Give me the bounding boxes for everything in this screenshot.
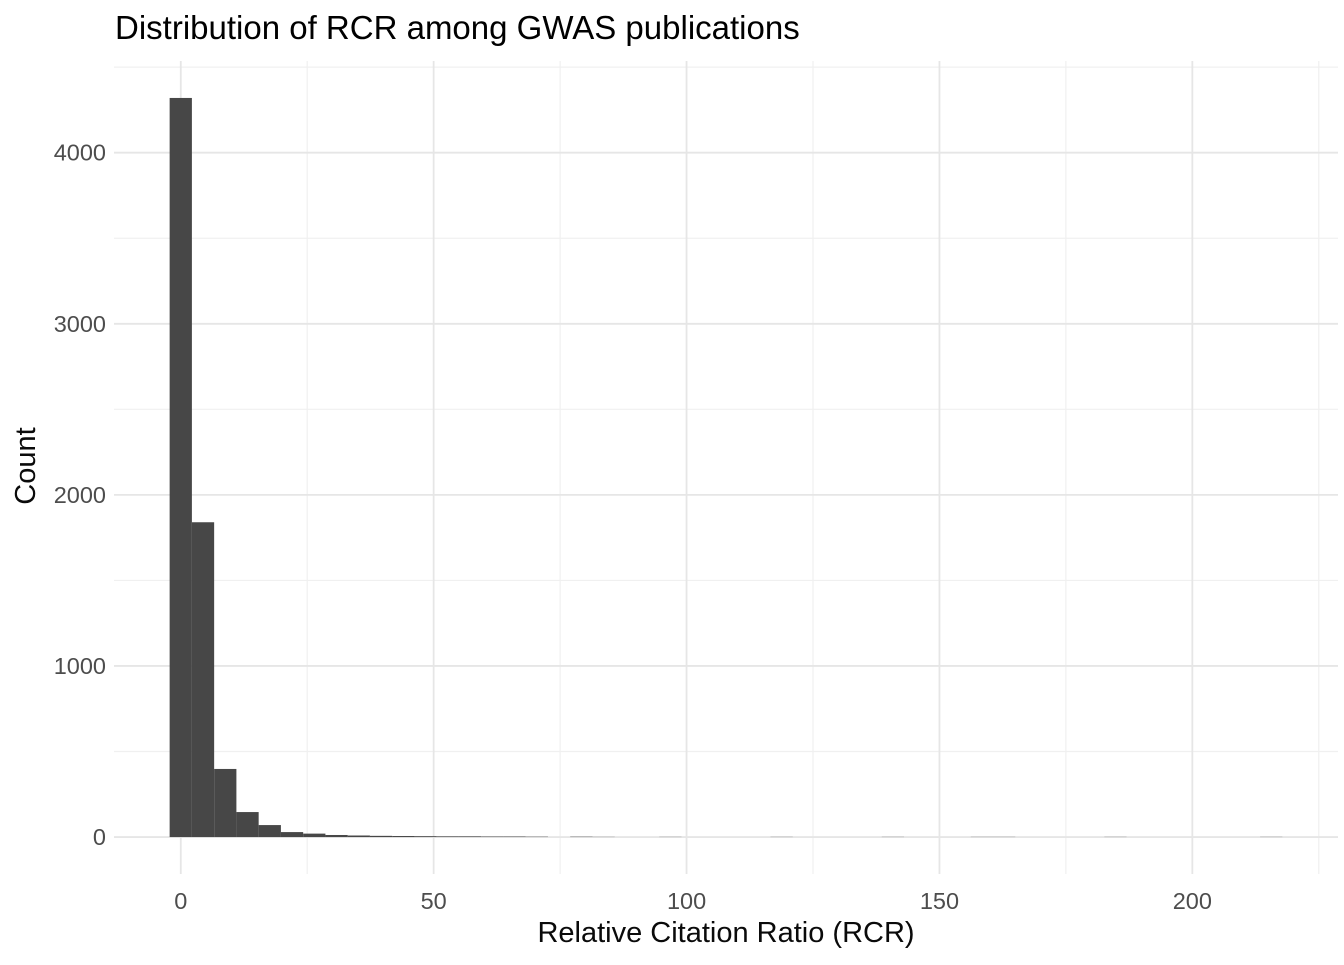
histogram-bar: [459, 836, 481, 837]
histogram-bar: [392, 836, 414, 837]
y-axis-title: Count: [10, 427, 42, 504]
x-axis-title: Relative Citation Ratio (RCR): [537, 917, 914, 949]
y-tick-label: 3000: [54, 311, 106, 337]
x-tick-label: 0: [174, 888, 187, 914]
histogram-bar: [236, 812, 258, 837]
histogram-bar: [370, 836, 392, 837]
histogram-bar: [503, 837, 525, 838]
y-tick-label: 1000: [54, 653, 106, 679]
histogram-bar: [437, 836, 459, 837]
gridlines-minor: [114, 61, 1338, 874]
x-tick-label: 100: [667, 888, 706, 914]
y-tick-label: 0: [93, 824, 106, 850]
histogram-bars: [170, 98, 1283, 837]
chart-title: Distribution of RCR among GWAS publicati…: [115, 9, 800, 46]
histogram-bar: [259, 825, 281, 837]
histogram-bar: [281, 832, 303, 837]
x-tick-label: 50: [421, 888, 447, 914]
x-tick-label: 150: [920, 888, 959, 914]
y-tick-label: 4000: [54, 140, 106, 166]
histogram-bar: [481, 837, 503, 838]
histogram-bar: [414, 836, 436, 837]
histogram-bar: [325, 835, 347, 837]
histogram-bar: [214, 769, 236, 837]
x-tick-label: 200: [1173, 888, 1212, 914]
histogram-bar: [170, 98, 192, 837]
histogram-bar: [303, 834, 325, 837]
y-tick-label: 2000: [54, 482, 106, 508]
y-axis-tick-labels: 0 1000 2000 3000 4000: [54, 140, 106, 850]
histogram-bar: [192, 522, 214, 837]
x-axis-tick-labels: 0 50 100 150 200: [174, 888, 1212, 914]
histogram-bar: [348, 836, 370, 838]
